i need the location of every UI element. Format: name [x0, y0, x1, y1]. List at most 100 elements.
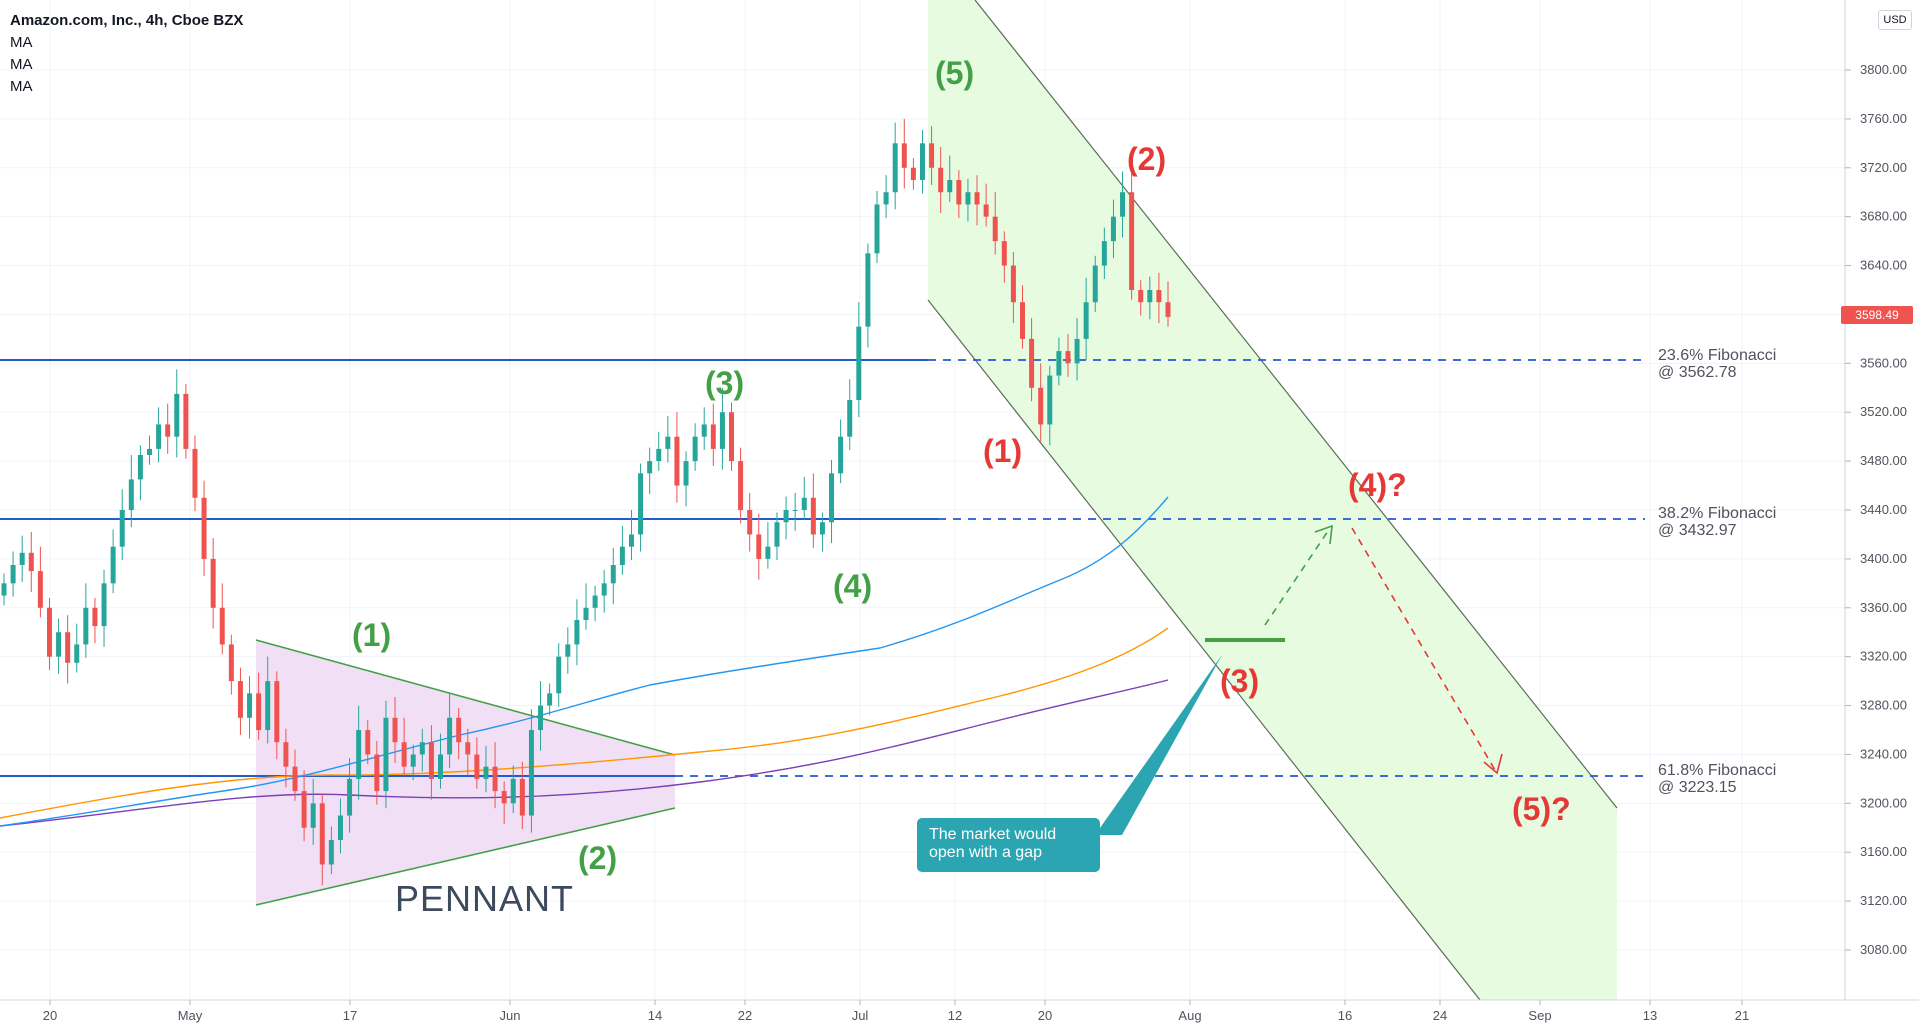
candle-body	[428, 742, 434, 779]
candle-body	[1001, 241, 1007, 266]
candle-body	[256, 693, 262, 730]
candle-body	[528, 730, 534, 816]
candle-body	[301, 791, 307, 828]
candle-body	[874, 204, 880, 254]
fib-label-38-value: @ 3432.97	[1658, 522, 1737, 539]
candle-body	[1074, 338, 1080, 364]
fib-label-23: 23.6% Fibonacci @ 3562.78	[1658, 347, 1776, 381]
candle-body	[865, 253, 871, 327]
candle-body	[774, 522, 780, 547]
projection-up-arrowhead	[1314, 524, 1333, 545]
wave-green-5: (5)	[935, 55, 975, 91]
price-tick-label: 3360.00	[1860, 600, 1907, 615]
candle-body	[374, 754, 380, 792]
candle-body	[147, 448, 152, 455]
wave-green-3: (3)	[705, 365, 745, 401]
pennant-lower-line	[255, 807, 676, 906]
price-tick-label: 3480.00	[1860, 453, 1907, 468]
candle-body	[974, 192, 980, 205]
candle-body	[856, 326, 862, 400]
wave-red-3: (3)	[1220, 663, 1260, 699]
candle-body	[274, 681, 280, 743]
time-tick-label: Aug	[1178, 1008, 1201, 1023]
time-tick-label: 13	[1643, 1008, 1657, 1023]
wave-green-2: (2)	[578, 840, 618, 876]
candle-body	[801, 497, 807, 510]
candle-body	[1165, 302, 1171, 317]
currency-badge[interactable]: USD	[1878, 10, 1912, 30]
candle-body	[137, 455, 143, 480]
candle-body	[519, 778, 525, 816]
candle-body	[383, 717, 389, 792]
time-tick-label: 22	[738, 1008, 752, 1023]
symbol-title[interactable]: Amazon.com, Inc., 4h, Cboe BZX	[10, 12, 244, 29]
candle-body	[538, 705, 544, 730]
wave-green-4: (4)	[833, 568, 873, 604]
wave-red-1: (1)	[983, 433, 1023, 469]
price-tick-label: 3760.00	[1860, 111, 1907, 126]
price-tick-label: 3200.00	[1860, 795, 1907, 810]
price-tick-label: 3680.00	[1860, 209, 1907, 224]
indicator-ma-1[interactable]: MA	[10, 34, 33, 51]
pennant-triangle	[256, 640, 675, 905]
time-tick-label: 21	[1735, 1008, 1749, 1023]
pattern-label: PENNANT	[395, 878, 575, 919]
wave-red-4: (4)?	[1348, 467, 1407, 503]
candle-body	[719, 412, 725, 449]
ma-purple-line	[0, 679, 1169, 827]
wave-red-2: (2)	[1127, 141, 1167, 177]
candle-body	[310, 803, 316, 828]
indicator-ma-3[interactable]: MA	[10, 78, 33, 95]
annotation-callout[interactable]: The market would open with a gap	[917, 818, 1100, 872]
callout-pointer	[1095, 655, 1222, 835]
price-tick-label: 3560.00	[1860, 355, 1907, 370]
candle-body	[638, 473, 644, 535]
candle-body	[483, 766, 489, 779]
ma-orange-line	[0, 627, 1169, 819]
indicator-ma-2[interactable]: MA	[10, 56, 33, 73]
price-tick-label: 3280.00	[1860, 698, 1907, 713]
candle-body	[1010, 265, 1016, 303]
candle-body	[83, 607, 89, 645]
candle-body	[983, 204, 989, 217]
candle-body	[19, 552, 25, 565]
candle-body	[347, 778, 353, 816]
candle-body	[1110, 216, 1116, 242]
candle-body	[792, 510, 798, 511]
price-tick-label: 3720.00	[1860, 160, 1907, 175]
candle-body	[956, 180, 962, 205]
price-axis[interactable]: 3800.003760.003720.003680.003640.003600.…	[1845, 62, 1907, 957]
candle-body	[201, 497, 207, 559]
candle-body	[701, 424, 707, 437]
candle-body	[610, 565, 616, 584]
time-tick-label: May	[178, 1008, 203, 1023]
candle-body	[365, 730, 371, 755]
candle-body	[101, 583, 107, 627]
candle-body	[847, 400, 853, 437]
projection-up-arrow	[1264, 527, 1331, 626]
candle-body	[356, 730, 362, 779]
candle-body	[683, 461, 689, 486]
time-tick-label: 20	[43, 1008, 57, 1023]
candle-body	[1129, 192, 1135, 290]
candle-body	[565, 644, 571, 657]
candle-body	[1156, 290, 1162, 303]
candle-body	[474, 754, 480, 779]
candle-body	[392, 717, 398, 743]
time-tick-label: Sep	[1528, 1008, 1551, 1023]
price-tick-label: 3160.00	[1860, 844, 1907, 859]
price-tick-label: 3400.00	[1860, 551, 1907, 566]
candle-body	[74, 644, 80, 663]
candle-body	[710, 424, 716, 449]
candle-body	[1047, 375, 1053, 425]
candle-body	[1029, 338, 1035, 388]
time-axis[interactable]: 20 May 17 Jun 14 22 Jul 12 20 Aug 16 24 Sep 13 21	[43, 1000, 1749, 1023]
candle-body	[283, 742, 289, 767]
candle-body	[119, 510, 125, 547]
candle-body	[1065, 351, 1071, 364]
time-tick-label: 24	[1433, 1008, 1447, 1023]
candle-body	[619, 546, 625, 565]
candle-body	[174, 393, 180, 437]
time-tick-label: 16	[1338, 1008, 1352, 1023]
